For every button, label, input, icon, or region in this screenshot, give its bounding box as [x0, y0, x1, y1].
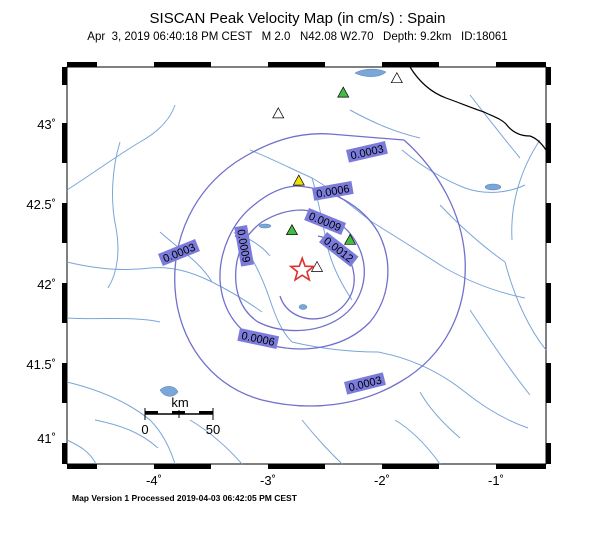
lat-tick-labels: 43˚ 42.5˚ 42˚ 41.5˚ 41˚ — [26, 117, 56, 446]
lon-tick-label: -1˚ — [488, 473, 504, 488]
contour-0009 — [234, 209, 365, 332]
lat-tick-label: 41.5˚ — [26, 357, 56, 372]
lon-tick-label: -4˚ — [146, 473, 162, 488]
lat-tick-label: 41˚ — [37, 431, 56, 446]
velocity-contours — [174, 133, 466, 407]
map-title: SISCAN Peak Velocity Map (in cm/s) : Spa… — [149, 10, 446, 27]
contour-label: 0.0006 — [312, 181, 354, 201]
epicenter-star-shape — [288, 255, 316, 282]
svg-text:0.0009: 0.0009 — [234, 228, 252, 263]
station-white-triangle-icon — [390, 71, 403, 84]
scale-unit: km — [171, 395, 188, 410]
lon-tick-label: -3˚ — [260, 473, 276, 488]
scale-bar: km 0 50 — [141, 395, 220, 437]
lon-tick-label: -2˚ — [374, 473, 390, 488]
svg-text:0.0006: 0.0006 — [315, 183, 350, 201]
scale-end-label: 50 — [206, 422, 220, 437]
lon-tick-labels: -4˚ -3˚ -2˚ -1˚ — [146, 473, 504, 488]
event-info: Apr 3, 2019 06:40:18 PM CEST M 2.0 N42.0… — [87, 31, 508, 43]
station-markers — [272, 71, 403, 272]
contour-label: 0.0009 — [234, 225, 254, 267]
lakes — [159, 68, 502, 397]
lat-tick-label: 42˚ — [37, 277, 56, 292]
frame-ticks — [62, 62, 551, 469]
scale-start-label: 0 — [141, 422, 148, 437]
station-yellow-triangle-icon — [292, 174, 305, 186]
station-white-triangle-icon — [272, 107, 285, 119]
national-border — [409, 66, 547, 151]
lat-tick-label: 42.5˚ — [26, 197, 56, 212]
contour-0006 — [219, 185, 389, 350]
lat-tick-label: 43˚ — [37, 117, 56, 132]
map-version-footer: Map Version 1 Processed 2019-04-03 06:42… — [72, 493, 297, 503]
river-network — [66, 94, 547, 465]
station-green-triangle-icon — [337, 86, 350, 98]
station-green-triangle-icon — [343, 233, 357, 245]
epicenter-star-icon — [288, 255, 316, 282]
station-green-triangle-icon — [285, 223, 299, 236]
contour-0003 — [174, 133, 466, 407]
